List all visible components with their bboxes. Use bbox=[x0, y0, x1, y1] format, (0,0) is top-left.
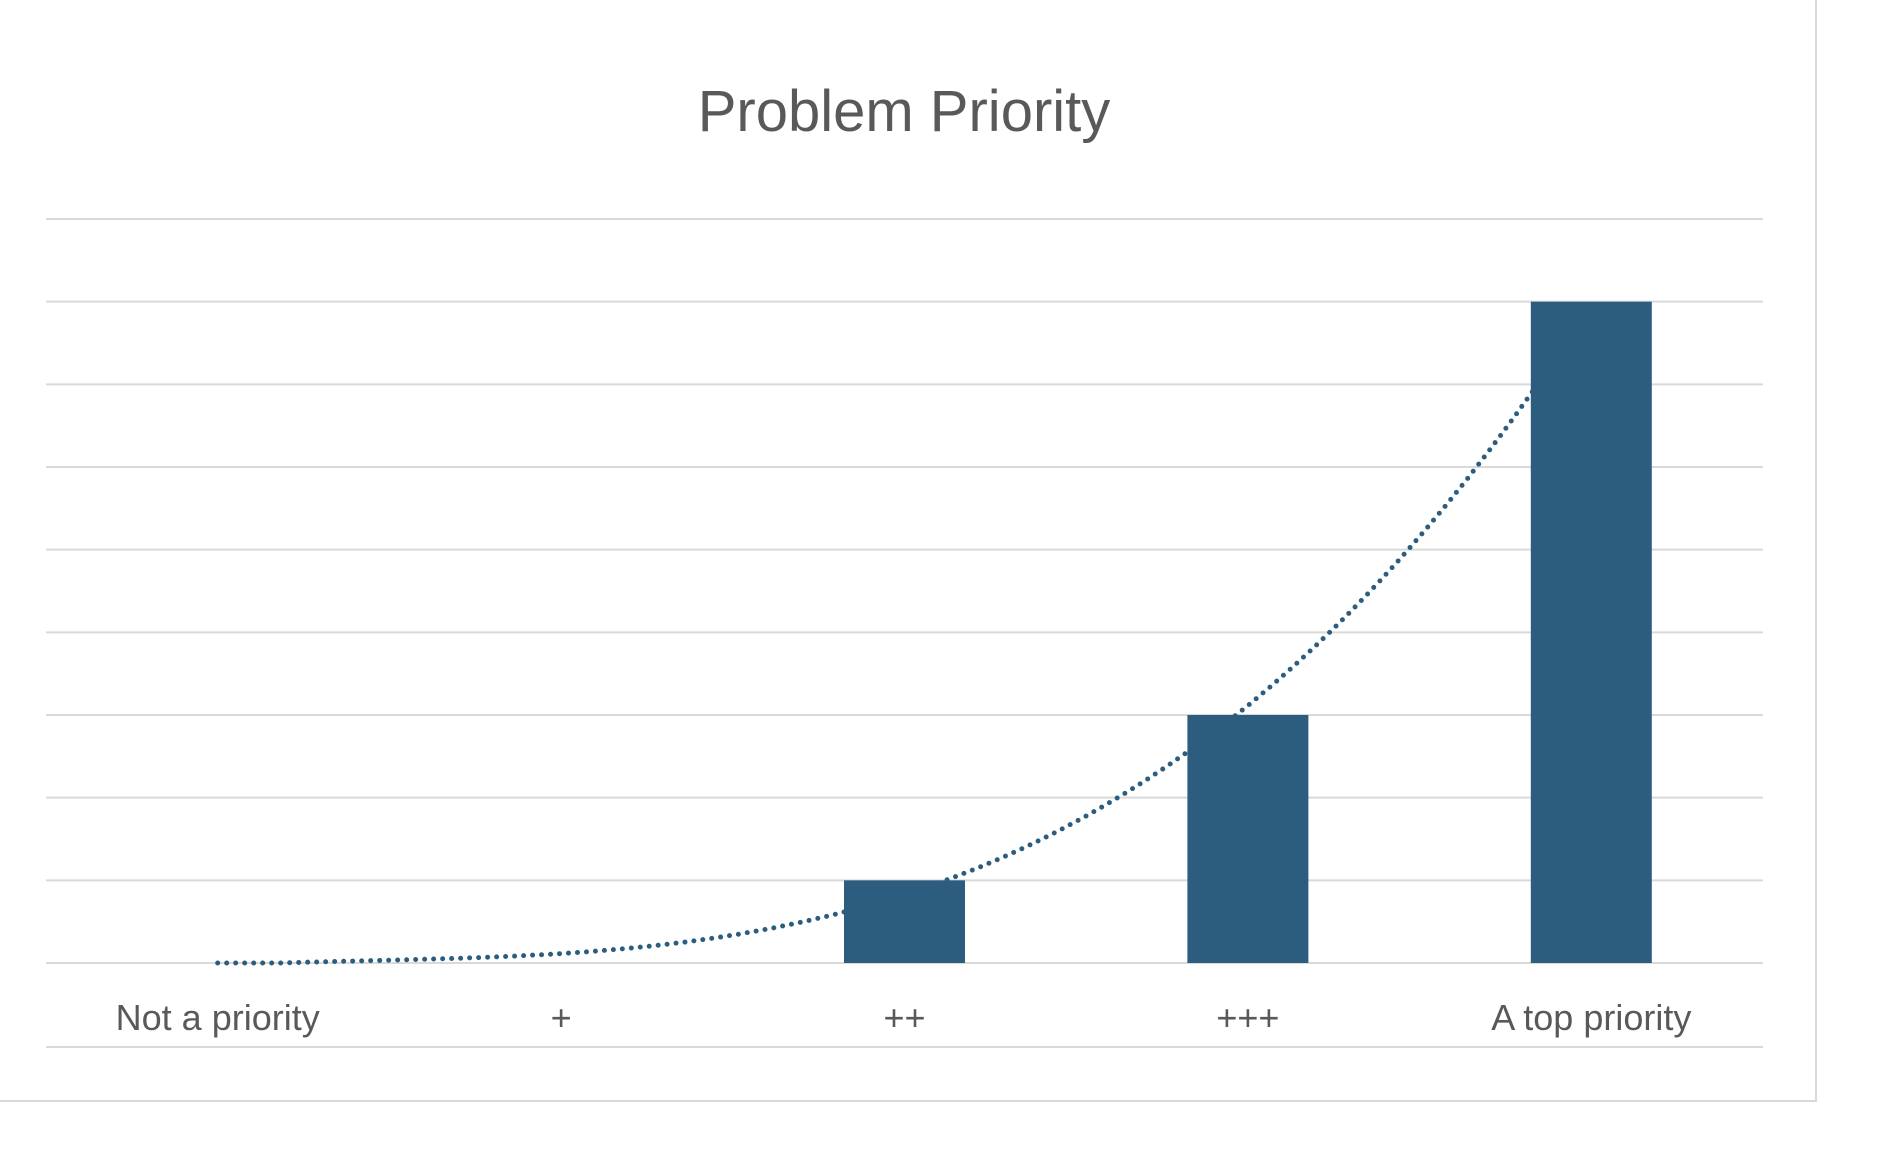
category-label: ++ bbox=[883, 997, 925, 1038]
category-label: Not a priority bbox=[116, 997, 320, 1038]
category-label: +++ bbox=[1216, 997, 1279, 1038]
bar-2 bbox=[844, 880, 965, 963]
chart-area bbox=[0, 0, 1817, 1102]
chart-title: Problem Priority bbox=[697, 79, 1111, 144]
bar-4 bbox=[1530, 301, 1652, 964]
category-label: A top priority bbox=[1491, 997, 1691, 1038]
category-label: + bbox=[551, 997, 572, 1038]
bar-3 bbox=[1187, 715, 1309, 963]
trendline bbox=[215, 301, 1594, 966]
